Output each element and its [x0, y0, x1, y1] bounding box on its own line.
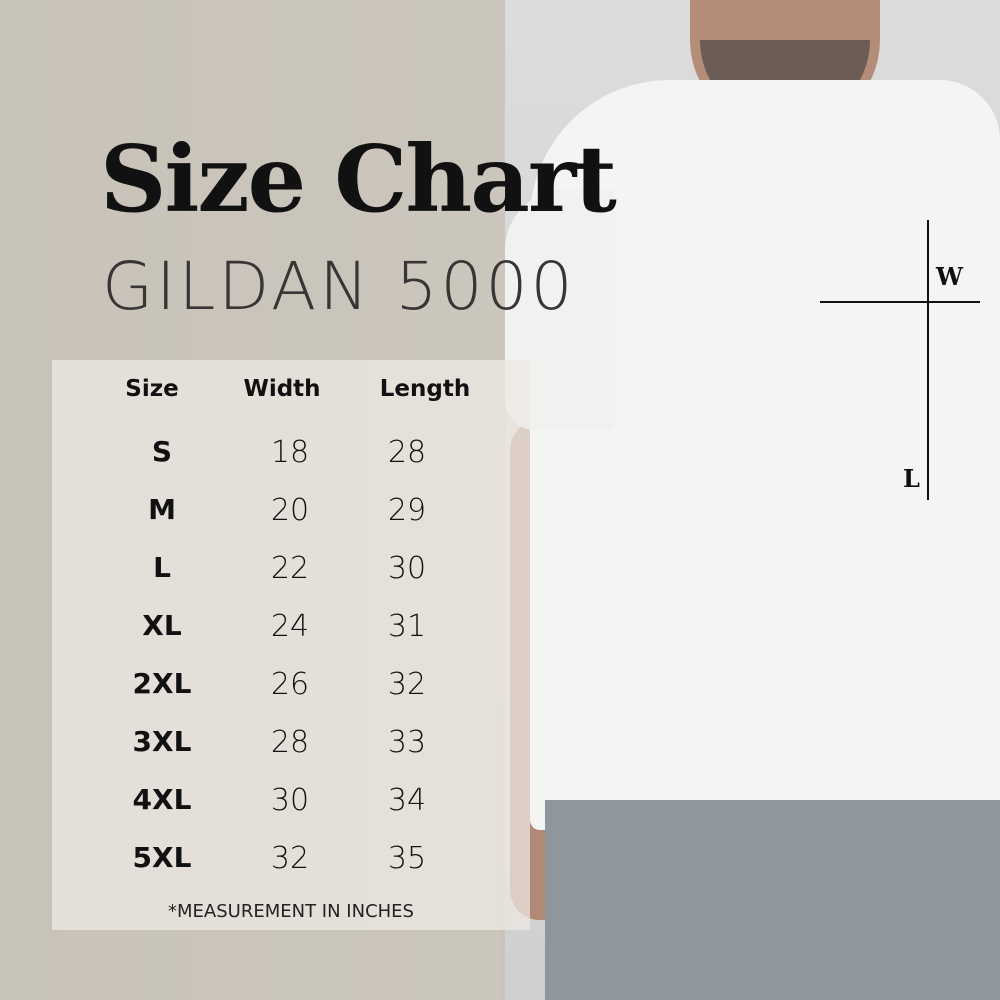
size-cell: 4XL [132, 783, 192, 816]
width-cell: 26 [270, 667, 310, 702]
product-name: GILDAN 5000 [102, 248, 576, 325]
width-cell: 24 [270, 609, 310, 644]
size-cell: 5XL [132, 841, 192, 874]
length-cell: 32 [387, 667, 427, 702]
size-cell: 2XL [132, 667, 192, 700]
length-cell: 30 [387, 551, 427, 586]
header-length: Length [379, 376, 471, 402]
measurement-note: *MEASUREMENT IN INCHES [168, 901, 414, 922]
size-cell: 3XL [132, 725, 192, 758]
size-cell: M [148, 493, 176, 526]
header-size: Size [125, 376, 179, 402]
width-cell: 22 [270, 551, 310, 586]
size-cell: L [153, 551, 171, 584]
width-measure-line [820, 301, 980, 303]
length-cell: 31 [387, 609, 427, 644]
length-cell: 33 [387, 725, 427, 760]
width-cell: 20 [270, 493, 310, 528]
width-cell: 30 [270, 783, 310, 818]
width-cell: 28 [270, 725, 310, 760]
length-cell: 35 [387, 841, 427, 876]
jeans [545, 800, 1000, 1000]
header-width: Width [243, 376, 321, 402]
width-cell: 32 [270, 841, 310, 876]
length-cell: 28 [387, 435, 427, 470]
length-cell: 34 [387, 783, 427, 818]
length-measure-line [927, 220, 929, 500]
size-cell: S [151, 435, 173, 468]
size-table: Size Width Length *MEASUREMENT IN INCHES… [52, 360, 530, 930]
length-cell: 29 [387, 493, 427, 528]
size-cell: XL [142, 609, 182, 642]
width-cell: 18 [270, 435, 310, 470]
length-label: L [903, 464, 920, 493]
width-label: W [936, 262, 963, 291]
page-title: Size Chart [100, 125, 617, 233]
